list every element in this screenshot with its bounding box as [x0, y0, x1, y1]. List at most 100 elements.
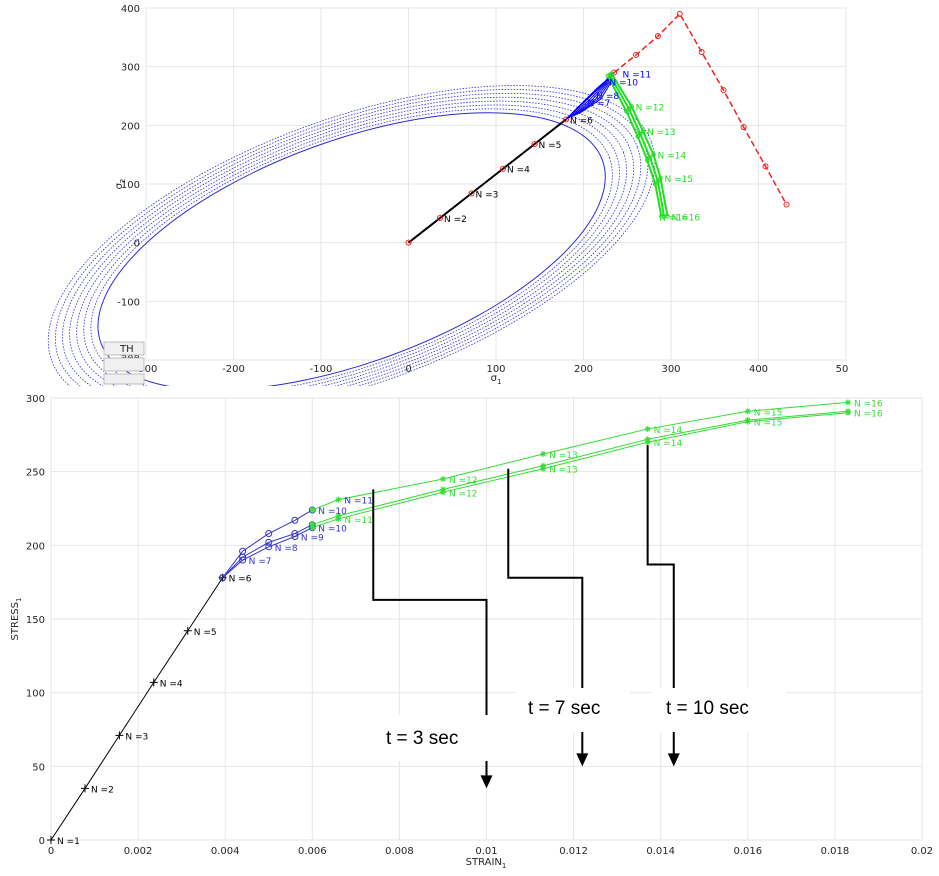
bottom-x-tick-label: 0.01 [475, 846, 497, 857]
bottom-x-tick-label: 0.004 [211, 846, 240, 857]
bottom-series-blue-line [222, 524, 313, 579]
bottom-point-label: N =7 [249, 557, 272, 567]
top-series-blue-bundle [568, 73, 612, 119]
bottom-series-marker [183, 626, 192, 635]
side-button-2[interactable] [103, 357, 145, 372]
bottom-point-label: N =5 [194, 628, 217, 638]
top-x-tick-label: 400 [749, 364, 768, 375]
top-series-black-marker [437, 215, 443, 222]
bottom-point-labels: N =1N =2N =3N =4N =5N =6N =7N =8N =9N =1… [57, 399, 883, 847]
top-y-tick-label: -100 [117, 297, 140, 308]
top-series-green-marker [605, 73, 611, 79]
bottom-point-label: N =10 [318, 507, 347, 517]
bottom-series-black-line [50, 577, 224, 841]
bottom-x-tick-label: 0.006 [298, 846, 327, 857]
bottom-series-marker [744, 408, 751, 415]
top-series-green-marker [629, 104, 634, 109]
bottom-point-label: N =14 [654, 439, 683, 449]
top-series-green-marker [661, 213, 667, 219]
top-series-red-marker [654, 33, 661, 40]
bottom-x-tick-label: 0.008 [385, 846, 414, 857]
top-point-labels: N =2 N =3 N =4 N =5 N =6 N =7N =8 N =10N =11 N … [444, 71, 700, 225]
bottom-series-marker [540, 450, 547, 457]
bottom-point-label: N =13 [549, 466, 578, 476]
top-x-tick-label: 200 [574, 364, 593, 375]
bottom-point-label: N =9 [301, 533, 324, 543]
bottom-y-tick-label: 0 [39, 836, 45, 847]
bottom-x-tick-label: 0.002 [124, 846, 153, 857]
bottom-y-tick-label: 150 [26, 615, 45, 626]
bottom-point-label: N =4 [160, 679, 183, 689]
bottom-series-marker [309, 524, 316, 531]
bottom-series-marker [291, 532, 299, 540]
top-series-green-marker [655, 178, 661, 184]
top-point-label: N =3 [476, 190, 499, 200]
top-y-tick-label: 100 [121, 180, 140, 191]
top-y-tick-label: 200 [121, 121, 140, 132]
bottom-series-marker [291, 516, 299, 524]
time-annotations: t = 3 sec t = 7 sec t = 10 sec [372, 445, 786, 789]
bottom-x-axis-label: STRAIN1 [466, 857, 507, 870]
bottom-series-marker [335, 496, 342, 503]
bottom-series-marker [265, 530, 273, 538]
bottom-series-marker [309, 506, 316, 513]
bottom-series-blue-line [222, 509, 313, 579]
top-x-tick-label: 300 [661, 364, 680, 375]
side-button-3[interactable] [103, 373, 145, 385]
top-series-green-marker [624, 108, 629, 114]
top-series-green-line [608, 74, 665, 217]
annotation-label: t = 10 sec [666, 698, 749, 719]
bottom-series-marker [439, 476, 446, 483]
top-series-red-line [613, 12, 788, 205]
bottom-x-tick-label: 0.014 [646, 846, 675, 857]
top-series-black-marker [531, 141, 538, 148]
top-x-tick-label: -300 [135, 364, 158, 375]
top-series-red-marker [762, 163, 769, 170]
top-x-tick-label: 50 [836, 364, 849, 375]
top-series-green-marker [651, 152, 656, 157]
bottom-point-label: N =14 [654, 426, 683, 436]
bottom-series-marker [844, 409, 851, 416]
annotation-arrowhead [480, 775, 493, 789]
bottom-x-tick-label: 0 [48, 846, 54, 857]
bottom-x-tick-label: 0.02 [911, 846, 933, 857]
top-series-blue-bundle [565, 73, 612, 120]
top-y-axis-label: σ2 [114, 179, 127, 190]
top-point-label: N =5 [539, 141, 562, 151]
top-series [405, 10, 790, 246]
bottom-x-tick-label: 0.012 [559, 846, 588, 857]
bottom-series-marker [644, 439, 651, 446]
bottom-x-tick-label: 0.016 [733, 846, 762, 857]
top-x-tick-label: 0 [405, 364, 411, 375]
yield-surface-subsequent [83, 104, 620, 399]
annotation-box [516, 688, 630, 732]
top-series-green-marker [658, 175, 663, 181]
bottom-point-label: N =15 [754, 419, 783, 429]
side-button-1-label: TH [119, 344, 134, 355]
annotation-box [378, 715, 490, 761]
top-series-green-line [607, 75, 663, 217]
top-x-tick-label: -100 [310, 364, 333, 375]
top-point-label: N =14 [658, 152, 687, 162]
bottom-point-label: N =13 [549, 451, 578, 461]
bottom-series-marker [265, 538, 273, 546]
bottom-series-marker [80, 784, 89, 793]
top-point-label: N =7 [588, 99, 611, 109]
top-point-label: N =12 [636, 104, 665, 114]
top-y-tick-label: 0 [134, 239, 140, 250]
bottom-x-tick-label: 0.018 [821, 846, 850, 857]
top-point-label: N =10 [609, 78, 638, 88]
top-point-label: N =16 [672, 213, 701, 223]
yield-surface-subsequent [62, 92, 642, 410]
bottom-series-marker [149, 678, 158, 687]
top-series-green-marker [638, 131, 643, 137]
top-series-black-marker [405, 239, 412, 246]
top-point-label: N =16 [659, 213, 688, 223]
top-series-red-marker [698, 49, 705, 55]
bottom-series-marker [744, 418, 751, 425]
top-y-tick-label: 300 [121, 63, 140, 74]
side-button-1[interactable] [103, 341, 145, 356]
bottom-point-label: N =15 [754, 408, 783, 418]
bottom-point-label: N =12 [449, 489, 478, 499]
top-series-red-marker [740, 124, 747, 131]
